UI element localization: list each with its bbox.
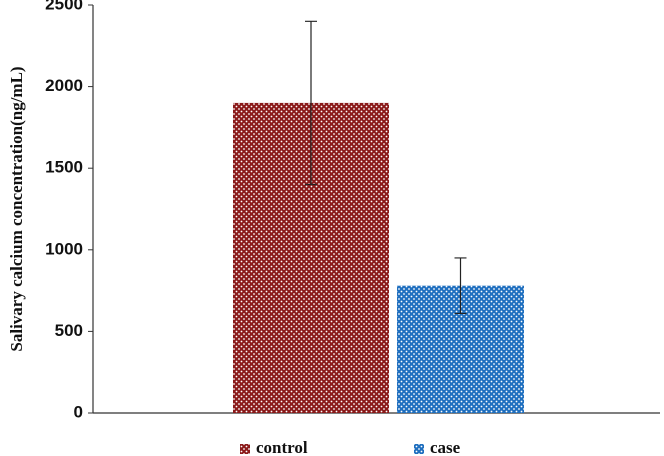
y-tick-label: 2500 (45, 0, 83, 13)
y-axis-label: Salivary calcium concentration(ng/mL) (7, 66, 26, 351)
legend-label: control (256, 438, 308, 456)
legend-label: case (430, 438, 461, 456)
error-bar (454, 257, 467, 315)
legend-swatch (414, 444, 424, 454)
y-tick-label: 500 (55, 321, 83, 340)
error-bar (305, 20, 317, 186)
y-tick-label: 1500 (45, 158, 83, 177)
legend-swatch (240, 444, 250, 454)
y-tick-label: 2000 (45, 76, 83, 95)
y-tick-label: 1000 (45, 239, 83, 258)
y-tick-label: 0 (74, 402, 83, 421)
